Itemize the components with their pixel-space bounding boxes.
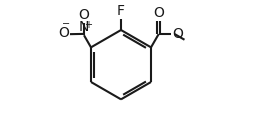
Text: O: O [78, 8, 90, 22]
Text: −: − [62, 19, 70, 29]
Text: N: N [79, 20, 89, 34]
Text: O: O [172, 27, 183, 41]
Text: O: O [59, 26, 69, 40]
Text: +: + [84, 20, 92, 30]
Text: F: F [117, 4, 125, 18]
Text: O: O [153, 6, 164, 20]
